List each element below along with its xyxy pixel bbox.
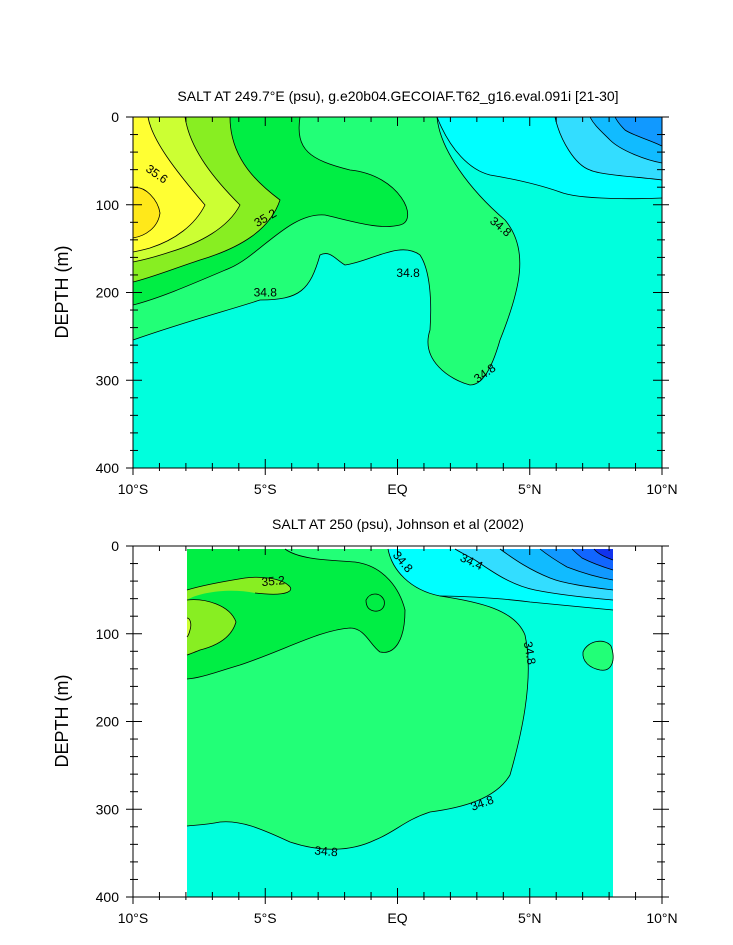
bottom-fill-35-2b: [187, 599, 236, 655]
top-y-tick-label: 0: [111, 109, 119, 125]
top-x-tick-label: EQ: [387, 481, 407, 497]
bottom-line-35-2: [186, 576, 292, 595]
bottom-x-tick-label: 5°N: [518, 910, 542, 926]
bottom-fill-35-2: [187, 577, 291, 600]
top-panel-title: SALT AT 249.7°E (psu), g.e20b04.GECOIAF.…: [177, 88, 618, 104]
bottom-line-35-2c: [365, 593, 385, 612]
top-y-tick-label: 400: [96, 460, 120, 476]
bottom-contour-label: 35.2: [261, 573, 286, 589]
bottom-contour-label: 34.8: [314, 843, 339, 859]
top-panel: SALT AT 249.7°E (psu), g.e20b04.GECOIAF.…: [52, 88, 678, 497]
bottom-line-34-8: [186, 548, 529, 850]
top-x-tick-label: 10°S: [118, 481, 149, 497]
top-x-tick-label: 5°S: [254, 481, 277, 497]
bottom-panel-title: SALT AT 250 (psu), Johnson et al (2002): [272, 516, 524, 532]
bottom-axis-ticks: 10°S 5°S EQ 5°N 10°N 0 100 200 300 400: [96, 538, 678, 926]
top-x-tick-label: 10°N: [646, 481, 677, 497]
bottom-contour-label: 34.8: [521, 640, 539, 666]
bottom-x-tick-label: 5°S: [254, 910, 277, 926]
bottom-fill-35-4: [187, 618, 191, 637]
top-line-34-2: [589, 116, 663, 164]
top-fill-34-0: [615, 117, 662, 146]
bottom-line-33-8: [571, 548, 614, 571]
bottom-y-tick-label: 100: [96, 626, 120, 642]
top-line-35-4: [132, 116, 241, 263]
bottom-contour-fill: [187, 549, 614, 897]
top-contour-lines: [132, 116, 663, 386]
top-y-axis-label: DEPTH (m): [52, 246, 72, 339]
top-line-35-8: [132, 187, 161, 239]
bottom-line-34-6: [439, 595, 614, 611]
bottom-fill-35-2c: [366, 594, 385, 612]
top-y-tick-label: 100: [96, 197, 120, 213]
bottom-x-tick-label: 10°N: [646, 910, 677, 926]
top-contour-label: 34.8: [254, 286, 278, 300]
bottom-x-tick-label: EQ: [387, 910, 407, 926]
bottom-line-35-4: [186, 617, 192, 638]
top-axis-ticks: 10°S 5°S EQ 5°N 10°N 0 100 200 300 400: [96, 109, 678, 497]
top-line-34-8-a: [132, 116, 521, 386]
bottom-y-tick-label: 400: [96, 889, 120, 905]
bottom-line-34-8b: [582, 640, 614, 671]
bottom-x-tick-label: 10°S: [118, 910, 149, 926]
bottom-panel: SALT AT 250 (psu), Johnson et al (2002): [52, 516, 678, 926]
bottom-line-33-6: [593, 548, 614, 561]
top-line-34-6: [436, 116, 663, 200]
top-contour-fill: [133, 117, 662, 468]
top-line-35-2: [132, 116, 281, 283]
bottom-y-axis-label: DEPTH (m): [52, 675, 72, 768]
bottom-line-34-0: [539, 548, 614, 581]
bottom-y-tick-label: 200: [96, 714, 120, 730]
top-line-34-0: [614, 116, 663, 147]
top-line-34-4: [554, 116, 663, 181]
top-fill-35-8: [133, 187, 160, 238]
top-y-tick-label: 200: [96, 285, 120, 301]
bottom-line-35-2b: [186, 599, 237, 656]
bottom-contour-lines: [186, 548, 614, 850]
bottom-line-35-0: [186, 548, 406, 680]
top-x-tick-label: 5°N: [518, 481, 542, 497]
bottom-fill-33-6: [594, 549, 613, 560]
top-y-tick-label: 300: [96, 372, 120, 388]
bottom-line-34-4: [454, 548, 614, 601]
top-line-35-0: [132, 116, 409, 306]
bottom-y-tick-label: 300: [96, 801, 120, 817]
top-contour-label: 34.8: [396, 266, 420, 280]
bottom-line-34-2: [499, 548, 614, 591]
bottom-fill-34-8b: [582, 641, 614, 671]
top-line-35-6: [132, 116, 206, 253]
bottom-y-tick-label: 0: [111, 538, 119, 554]
